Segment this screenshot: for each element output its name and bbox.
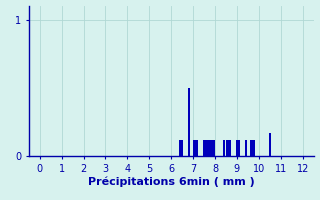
Bar — [223, 140, 225, 156]
Bar — [179, 140, 183, 156]
Bar — [245, 140, 247, 156]
Bar — [226, 140, 231, 156]
Bar — [204, 140, 205, 156]
Bar — [203, 140, 215, 156]
Bar — [250, 140, 255, 156]
X-axis label: Précipitations 6min ( mm ): Précipitations 6min ( mm ) — [88, 176, 255, 187]
Bar — [236, 140, 240, 156]
Bar — [193, 140, 198, 156]
Bar — [188, 88, 190, 156]
Bar — [269, 133, 270, 156]
